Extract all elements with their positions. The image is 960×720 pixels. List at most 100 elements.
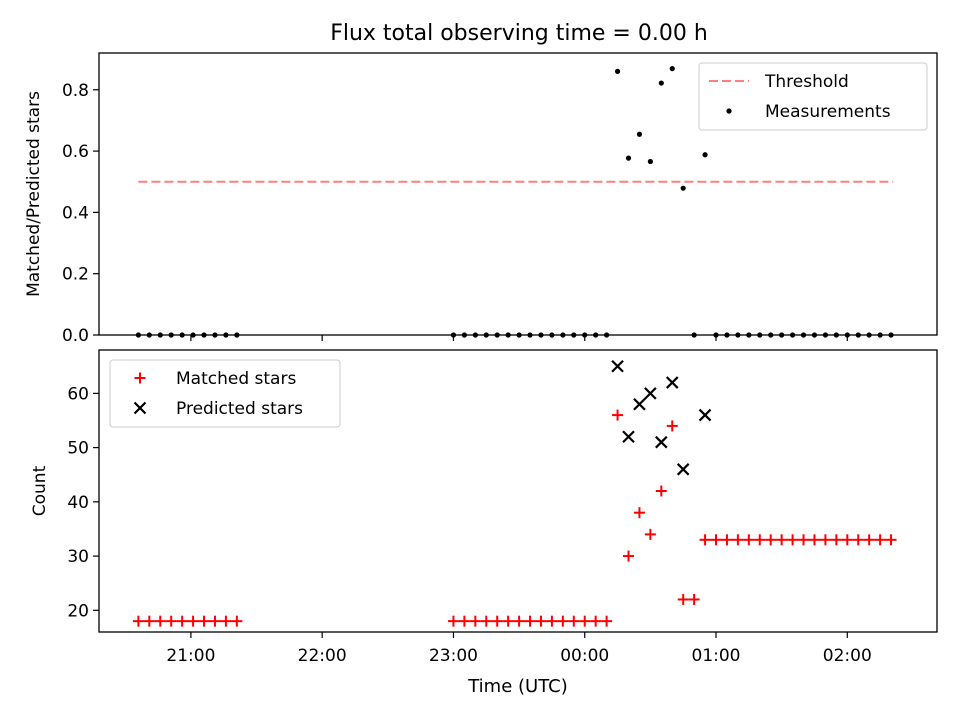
data-point bbox=[611, 359, 624, 373]
x-marker-stroke bbox=[698, 408, 712, 422]
x-marker-stroke bbox=[611, 359, 624, 373]
data-point bbox=[787, 534, 799, 546]
data-point bbox=[655, 485, 667, 497]
y-tick-label: 50 bbox=[67, 439, 89, 459]
data-point bbox=[885, 534, 897, 546]
data-point bbox=[447, 615, 459, 627]
legend: Matched stars Predicted stars bbox=[109, 359, 341, 428]
x-tick-label: 22:00 bbox=[298, 646, 347, 666]
x-tick-label: 00:00 bbox=[560, 646, 609, 666]
data-point bbox=[198, 615, 210, 627]
data-point bbox=[647, 158, 653, 165]
axes-frame bbox=[98, 349, 938, 633]
legend: Threshold Measurements bbox=[698, 62, 928, 131]
data-point bbox=[841, 534, 853, 546]
ratio-panel: 0.0 0.2 0.4 0.6 0.8 Matched/Predicted stars Th… bbox=[24, 52, 938, 346]
data-point bbox=[688, 593, 700, 605]
data-point bbox=[863, 534, 875, 546]
data-point bbox=[655, 435, 668, 449]
data-point bbox=[154, 615, 166, 627]
x-tick-label: 02:00 bbox=[823, 646, 872, 666]
legend-label: Predicted stars bbox=[176, 399, 303, 419]
data-point bbox=[590, 615, 602, 627]
x-marker-stroke bbox=[622, 430, 635, 444]
axes-frame bbox=[98, 52, 938, 336]
count-panel: 20 30 40 50 60 21:00 22:00 23:00 00:00 01:00 02:00… bbox=[30, 349, 938, 666]
data-point bbox=[732, 534, 744, 546]
data-point bbox=[187, 615, 199, 627]
x-marker-stroke bbox=[133, 401, 147, 415]
data-point bbox=[743, 534, 755, 546]
y-tick-label: 0.8 bbox=[62, 81, 89, 101]
y-tick-label: 60 bbox=[67, 384, 89, 404]
data-point bbox=[710, 534, 722, 546]
legend-marker bbox=[134, 372, 146, 384]
legend-label: Matched stars bbox=[176, 369, 296, 389]
x-marker-stroke bbox=[665, 376, 679, 389]
legend-marker bbox=[133, 401, 147, 415]
legend-marker bbox=[726, 108, 732, 114]
data-point bbox=[644, 387, 657, 400]
x-tick-label: 23:00 bbox=[429, 646, 478, 666]
data-point bbox=[480, 615, 492, 627]
legend-frame bbox=[698, 62, 928, 131]
data-point bbox=[874, 534, 886, 546]
data-point bbox=[622, 550, 634, 562]
data-point bbox=[622, 430, 635, 444]
y-tick-label: 0.4 bbox=[62, 203, 89, 223]
data-point bbox=[852, 534, 864, 546]
x-marker-stroke bbox=[655, 435, 668, 449]
data-point bbox=[546, 615, 558, 627]
data-point bbox=[535, 615, 547, 627]
x-axis-label: Time (UTC) bbox=[467, 676, 568, 697]
legend-label: Threshold bbox=[764, 72, 849, 92]
y-tick-label: 30 bbox=[67, 547, 89, 567]
y-tick-label: 0.2 bbox=[62, 265, 89, 285]
data-point bbox=[231, 615, 243, 627]
data-point bbox=[633, 397, 646, 411]
data-point bbox=[666, 420, 678, 432]
data-point bbox=[819, 534, 831, 546]
data-point bbox=[808, 534, 820, 546]
data-point bbox=[676, 463, 690, 476]
data-point bbox=[513, 615, 525, 627]
data-point bbox=[658, 80, 664, 86]
data-point bbox=[220, 615, 232, 627]
data-point bbox=[132, 615, 144, 627]
data-point bbox=[665, 376, 679, 389]
data-point bbox=[633, 507, 645, 519]
y-tick-label: 0.6 bbox=[62, 142, 89, 162]
y-tick-label: 20 bbox=[67, 601, 89, 621]
data-point bbox=[754, 534, 766, 546]
data-point bbox=[636, 131, 643, 137]
data-point bbox=[765, 534, 777, 546]
data-point bbox=[830, 534, 842, 546]
data-point bbox=[776, 534, 788, 546]
y-tick-label: 40 bbox=[67, 493, 89, 513]
data-point bbox=[644, 528, 656, 540]
data-point bbox=[669, 66, 675, 72]
data-point bbox=[702, 152, 708, 158]
y-axis-label: Matched/Predicted stars bbox=[24, 91, 44, 297]
chart-title: Flux total observing time = 0.00 h bbox=[330, 21, 708, 46]
series-predicted-stars bbox=[611, 359, 712, 476]
data-point bbox=[165, 615, 177, 627]
series-matched-stars bbox=[132, 409, 897, 627]
data-point bbox=[612, 409, 624, 421]
data-point bbox=[524, 615, 536, 627]
y-axis-label: Count bbox=[30, 465, 50, 516]
data-point bbox=[491, 615, 503, 627]
data-point bbox=[502, 615, 514, 627]
y-tick-label: 0.0 bbox=[62, 326, 89, 346]
data-point bbox=[557, 615, 569, 627]
data-point bbox=[143, 615, 155, 627]
x-marker-stroke bbox=[676, 463, 690, 476]
data-point bbox=[677, 593, 689, 605]
x-tick-label: 21:00 bbox=[166, 646, 215, 666]
data-point bbox=[209, 615, 221, 627]
data-point bbox=[601, 615, 613, 627]
x-marker-stroke bbox=[633, 397, 646, 411]
data-point bbox=[699, 534, 711, 546]
legend-label: Measurements bbox=[765, 102, 891, 122]
